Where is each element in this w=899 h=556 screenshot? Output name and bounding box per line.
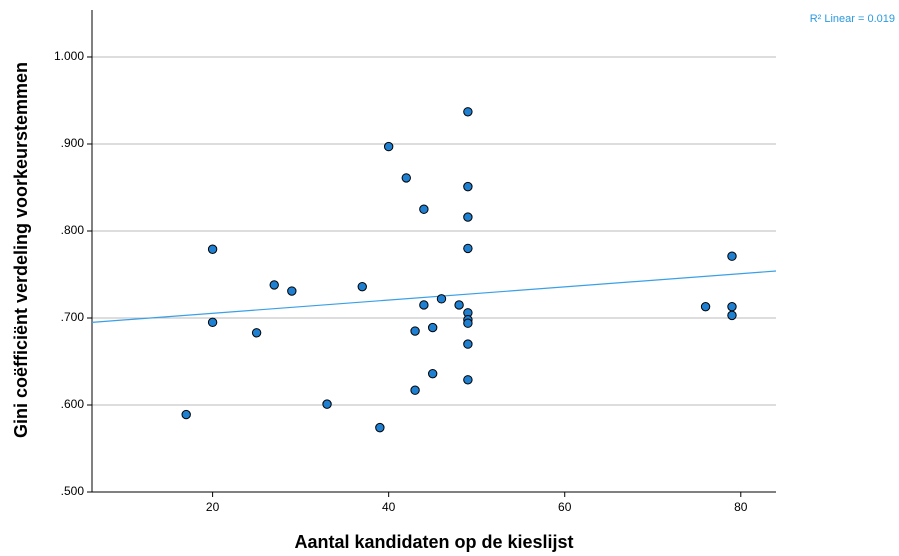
point: [427, 322, 438, 333]
point: [419, 300, 429, 310]
point: [463, 181, 473, 192]
point: [463, 212, 473, 222]
point: [436, 294, 447, 304]
point: [427, 368, 438, 379]
annotation: R² Linear = 0.019: [810, 13, 895, 25]
point: [419, 204, 429, 214]
y-axis-title: Gini coëfficiënt verdeling voorkeurstemm…: [11, 62, 31, 438]
point: [410, 326, 420, 336]
point: [700, 301, 711, 312]
point: [727, 310, 737, 321]
x-tick-label: 20: [206, 500, 220, 514]
x-tick-label: 80: [734, 500, 748, 514]
point: [287, 286, 297, 296]
y-tick-label: .500: [61, 484, 85, 498]
point: [463, 318, 473, 328]
point: [375, 422, 385, 433]
point: [463, 375, 473, 385]
point: [251, 328, 262, 338]
point: [322, 399, 332, 409]
y-tick-label: 1.000: [54, 49, 84, 63]
point: [181, 409, 191, 420]
x-axis-title: Aantal kandidaten op de kieslijst: [294, 532, 573, 552]
point: [727, 251, 737, 261]
point: [454, 300, 464, 310]
y-tick-label: .600: [61, 397, 85, 411]
point: [463, 339, 473, 349]
point: [207, 317, 218, 328]
point: [383, 141, 394, 152]
y-tick-label: .700: [61, 310, 85, 324]
point: [269, 280, 279, 290]
point: [357, 281, 367, 292]
y-tick-label: .800: [61, 223, 85, 237]
point: [401, 173, 411, 183]
x-tick-label: 60: [558, 500, 572, 514]
point: [727, 301, 737, 312]
x-tick-label: 40: [382, 500, 396, 514]
point: [207, 244, 218, 254]
point: [410, 385, 420, 395]
fit-line: [91, 270, 777, 323]
y-tick-label: .900: [61, 136, 85, 150]
point: [463, 243, 473, 254]
point: [463, 107, 473, 117]
